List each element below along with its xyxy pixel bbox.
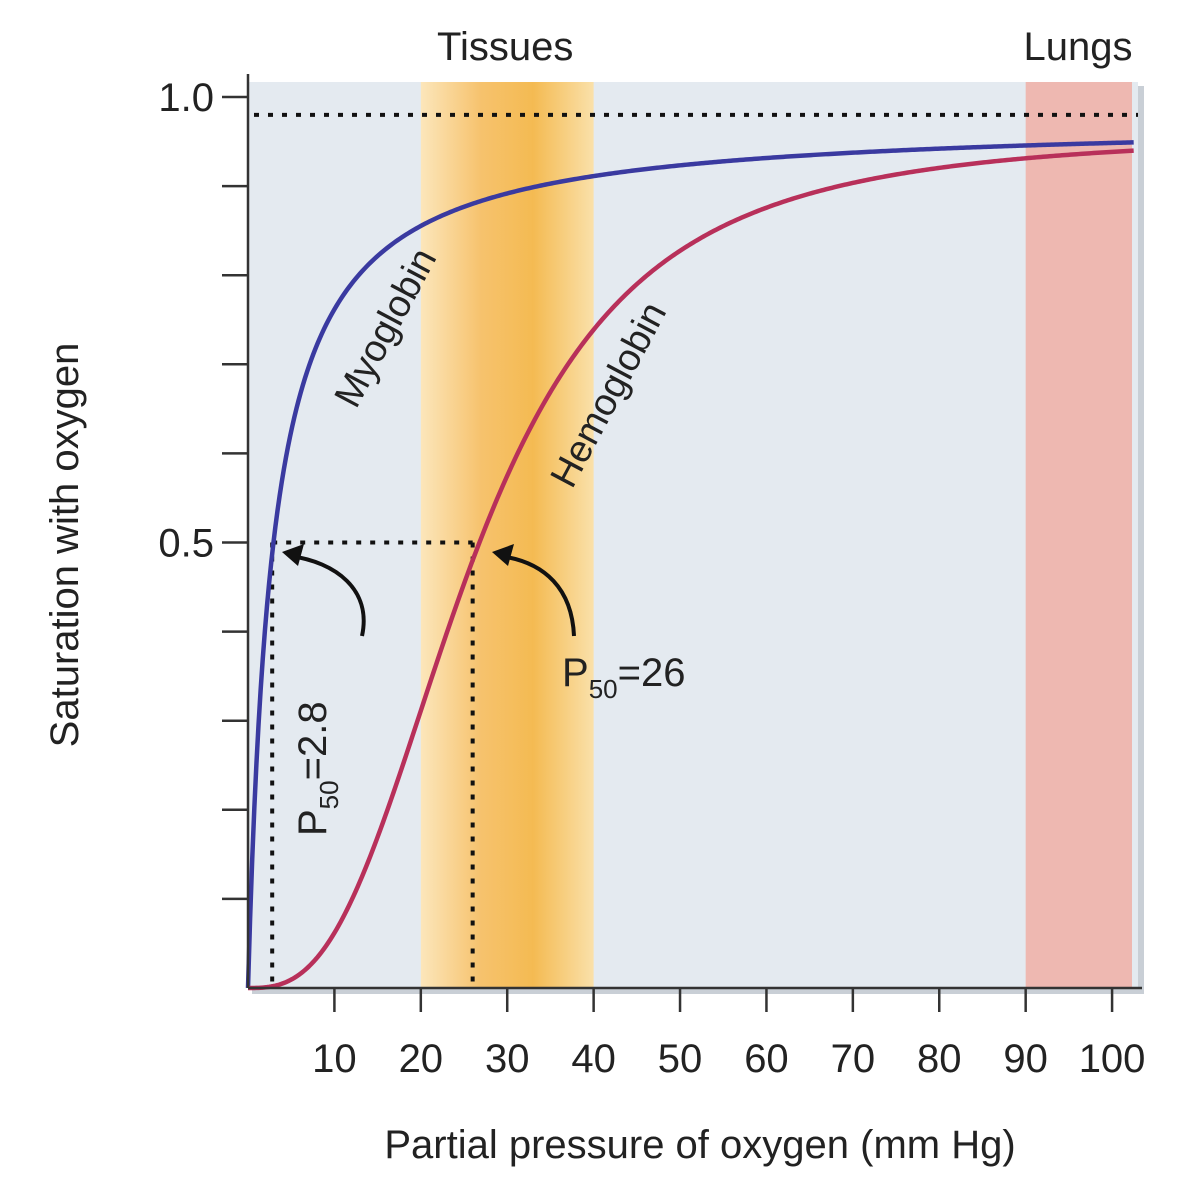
- x-axis-title: Partial pressure of oxygen (mm Hg): [384, 1123, 1015, 1167]
- x-tick-label-20: 20: [399, 1037, 444, 1081]
- arrow-hemoglobin-p50: [499, 554, 576, 637]
- region-band-lungs: [1025, 82, 1132, 988]
- plot-shadow-bottom: [252, 988, 1144, 994]
- curve-myoglobin: [245, 140, 1134, 989]
- x-tick-label-70: 70: [831, 1037, 876, 1081]
- p50-label-hemoglobin-main: P: [562, 651, 589, 695]
- curves: [245, 140, 1134, 991]
- x-tick-label-40: 40: [571, 1037, 616, 1081]
- curve-hemoglobin: [247, 148, 1134, 991]
- region-bands: [420, 82, 1132, 988]
- region-label-lungs: Lungs: [1024, 25, 1133, 69]
- plot-background: [248, 82, 1138, 988]
- x-tick-label-30: 30: [485, 1037, 530, 1081]
- y-tick-label-1.0: 1.0: [158, 76, 214, 120]
- p50-label-hemoglobin: P50=26: [562, 651, 685, 704]
- plot-shadow-right: [1138, 86, 1144, 992]
- region-label-tissues: Tissues: [437, 25, 573, 69]
- axes: 0.5 1.0 10 20 30 40 50 60 70 80 90 100 Partial press…: [43, 74, 1145, 1167]
- p50-label-hemoglobin-rest: =26: [618, 651, 686, 695]
- x-tick-label-90: 90: [1003, 1037, 1048, 1081]
- arrow-myoglobin-p50: [289, 554, 366, 637]
- reference-lines: [254, 112, 1138, 988]
- arrow-hemoglobin-p50-head: [492, 544, 514, 566]
- p50-label-hemoglobin-sub: 50: [589, 674, 618, 704]
- x-tick-label-80: 80: [917, 1037, 962, 1081]
- y-axis-title: Saturation with oxygen: [43, 343, 87, 748]
- p50-label-myoglobin-sub: 50: [314, 780, 344, 809]
- p50-label-myoglobin-rest: =2.8: [291, 701, 335, 780]
- p50-label-myoglobin-main: P: [291, 809, 335, 836]
- x-tick-label-10: 10: [312, 1037, 357, 1081]
- p50-label-myoglobin: P50=2.8: [291, 701, 344, 836]
- x-tick-label-100: 100: [1079, 1037, 1146, 1081]
- y-tick-label-0.5: 0.5: [158, 522, 214, 566]
- x-tick-label-50: 50: [658, 1037, 703, 1081]
- arrow-myoglobin-p50-head: [282, 544, 304, 566]
- x-tick-label-60: 60: [744, 1037, 789, 1081]
- region-band-tissues: [420, 82, 594, 988]
